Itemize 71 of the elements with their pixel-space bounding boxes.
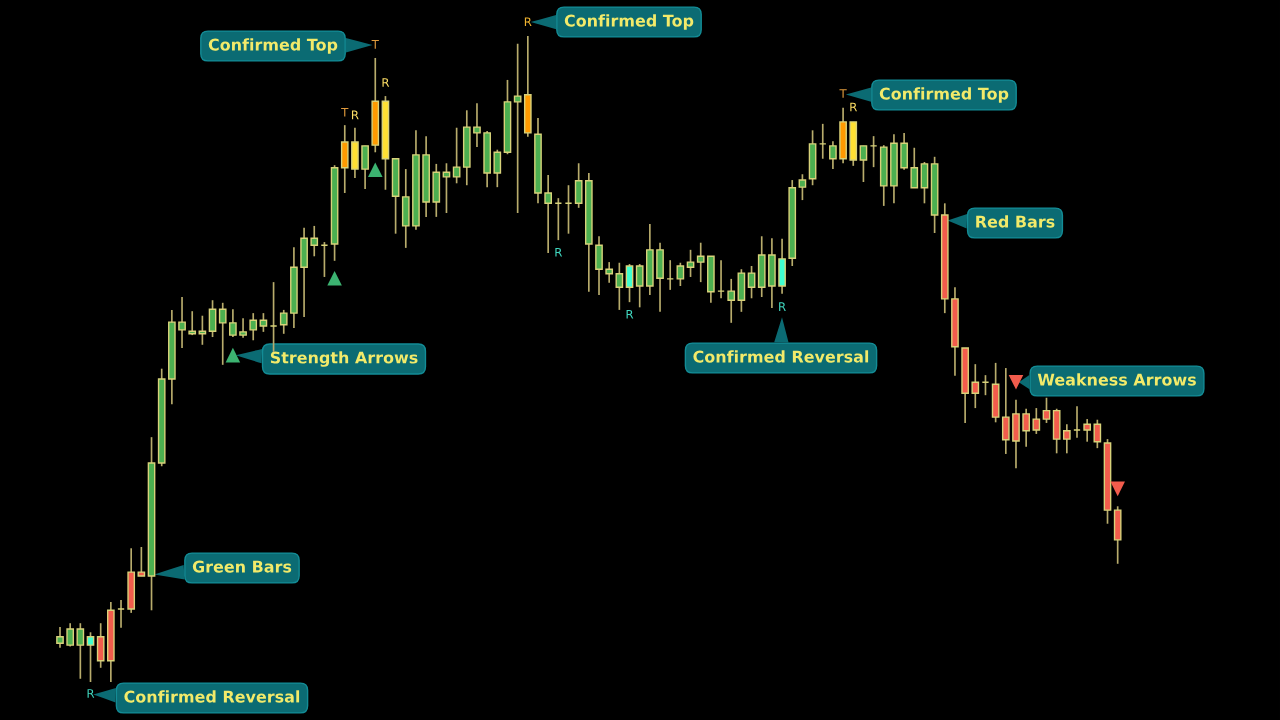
- candlestick: [920, 161, 929, 205]
- annotation: R: [626, 310, 634, 319]
- candlestick: [1062, 423, 1071, 455]
- candlestick: [1083, 418, 1092, 443]
- candlestick: [1093, 418, 1102, 449]
- candlestick: [310, 225, 319, 258]
- point: [225, 347, 241, 363]
- candlestick: [229, 308, 237, 338]
- candlestick: [279, 309, 288, 335]
- candlestick: [1042, 396, 1051, 424]
- candlestick: [605, 261, 614, 284]
- candlestick: [1001, 367, 1010, 455]
- candlestick: [76, 622, 85, 680]
- candlestick: [86, 631, 95, 683]
- candlestick: [574, 162, 583, 209]
- text: Confirmed Top: [564, 14, 694, 30]
- annotation: Confirmed Top: [208, 38, 338, 54]
- candlestick: [615, 261, 624, 311]
- annotation: Green Bars: [192, 560, 292, 573]
- candlestick: [798, 173, 807, 201]
- candlestick: [910, 146, 919, 189]
- candlestick: [635, 263, 644, 309]
- point: [1110, 481, 1125, 497]
- annotation: Strength Arrows: [270, 351, 418, 367]
- point: [327, 270, 342, 286]
- annotation: R: [779, 302, 786, 311]
- candlestick: [1022, 407, 1030, 448]
- candlestick: [727, 278, 736, 324]
- candlestick: [493, 148, 502, 188]
- candlestick: [696, 241, 705, 283]
- candlestick: [96, 622, 105, 669]
- candlestick: [198, 314, 207, 346]
- text: R: [524, 17, 532, 27]
- annotation: Confirmed Reversal: [693, 350, 869, 363]
- point: [367, 162, 383, 178]
- candlestick: [747, 265, 756, 300]
- annotation: Confirmed Top: [879, 87, 1009, 103]
- annotation: R: [555, 247, 563, 257]
- candlestick: [452, 126, 461, 185]
- candlestick: [473, 102, 481, 148]
- annotation: T: [341, 107, 349, 117]
- candlestick: [361, 144, 369, 190]
- candlestick: [595, 235, 603, 296]
- annotation: R: [850, 102, 858, 112]
- candlestick: [971, 363, 980, 409]
- candlestick: [208, 299, 217, 338]
- annotation: T: [839, 89, 847, 98]
- candlestick: [686, 248, 695, 278]
- annotation: T: [371, 40, 379, 49]
- candlestick: [859, 144, 868, 183]
- candlestick: [239, 317, 247, 339]
- annotation: R: [382, 78, 390, 87]
- candlestick: [249, 312, 258, 342]
- candlestick: [178, 296, 186, 349]
- candlestick: [513, 42, 522, 214]
- candlestick: [1032, 407, 1041, 435]
- point: [1008, 374, 1024, 390]
- candlestick: [442, 162, 451, 214]
- annotation: Weakness Arrows: [1037, 373, 1196, 386]
- text: Confirmed Reversal: [124, 690, 300, 703]
- candlestick: [625, 263, 634, 303]
- candlestick: [259, 312, 268, 333]
- candlestick: [56, 626, 64, 649]
- text: R: [87, 689, 95, 698]
- candlestick: [137, 546, 146, 577]
- annotation: Red Bars: [976, 215, 1055, 228]
- candlestick: [829, 140, 837, 170]
- candlestick: [218, 301, 227, 366]
- annotation: R: [351, 110, 359, 120]
- candlestick: [544, 174, 553, 254]
- candlestick: [676, 261, 685, 287]
